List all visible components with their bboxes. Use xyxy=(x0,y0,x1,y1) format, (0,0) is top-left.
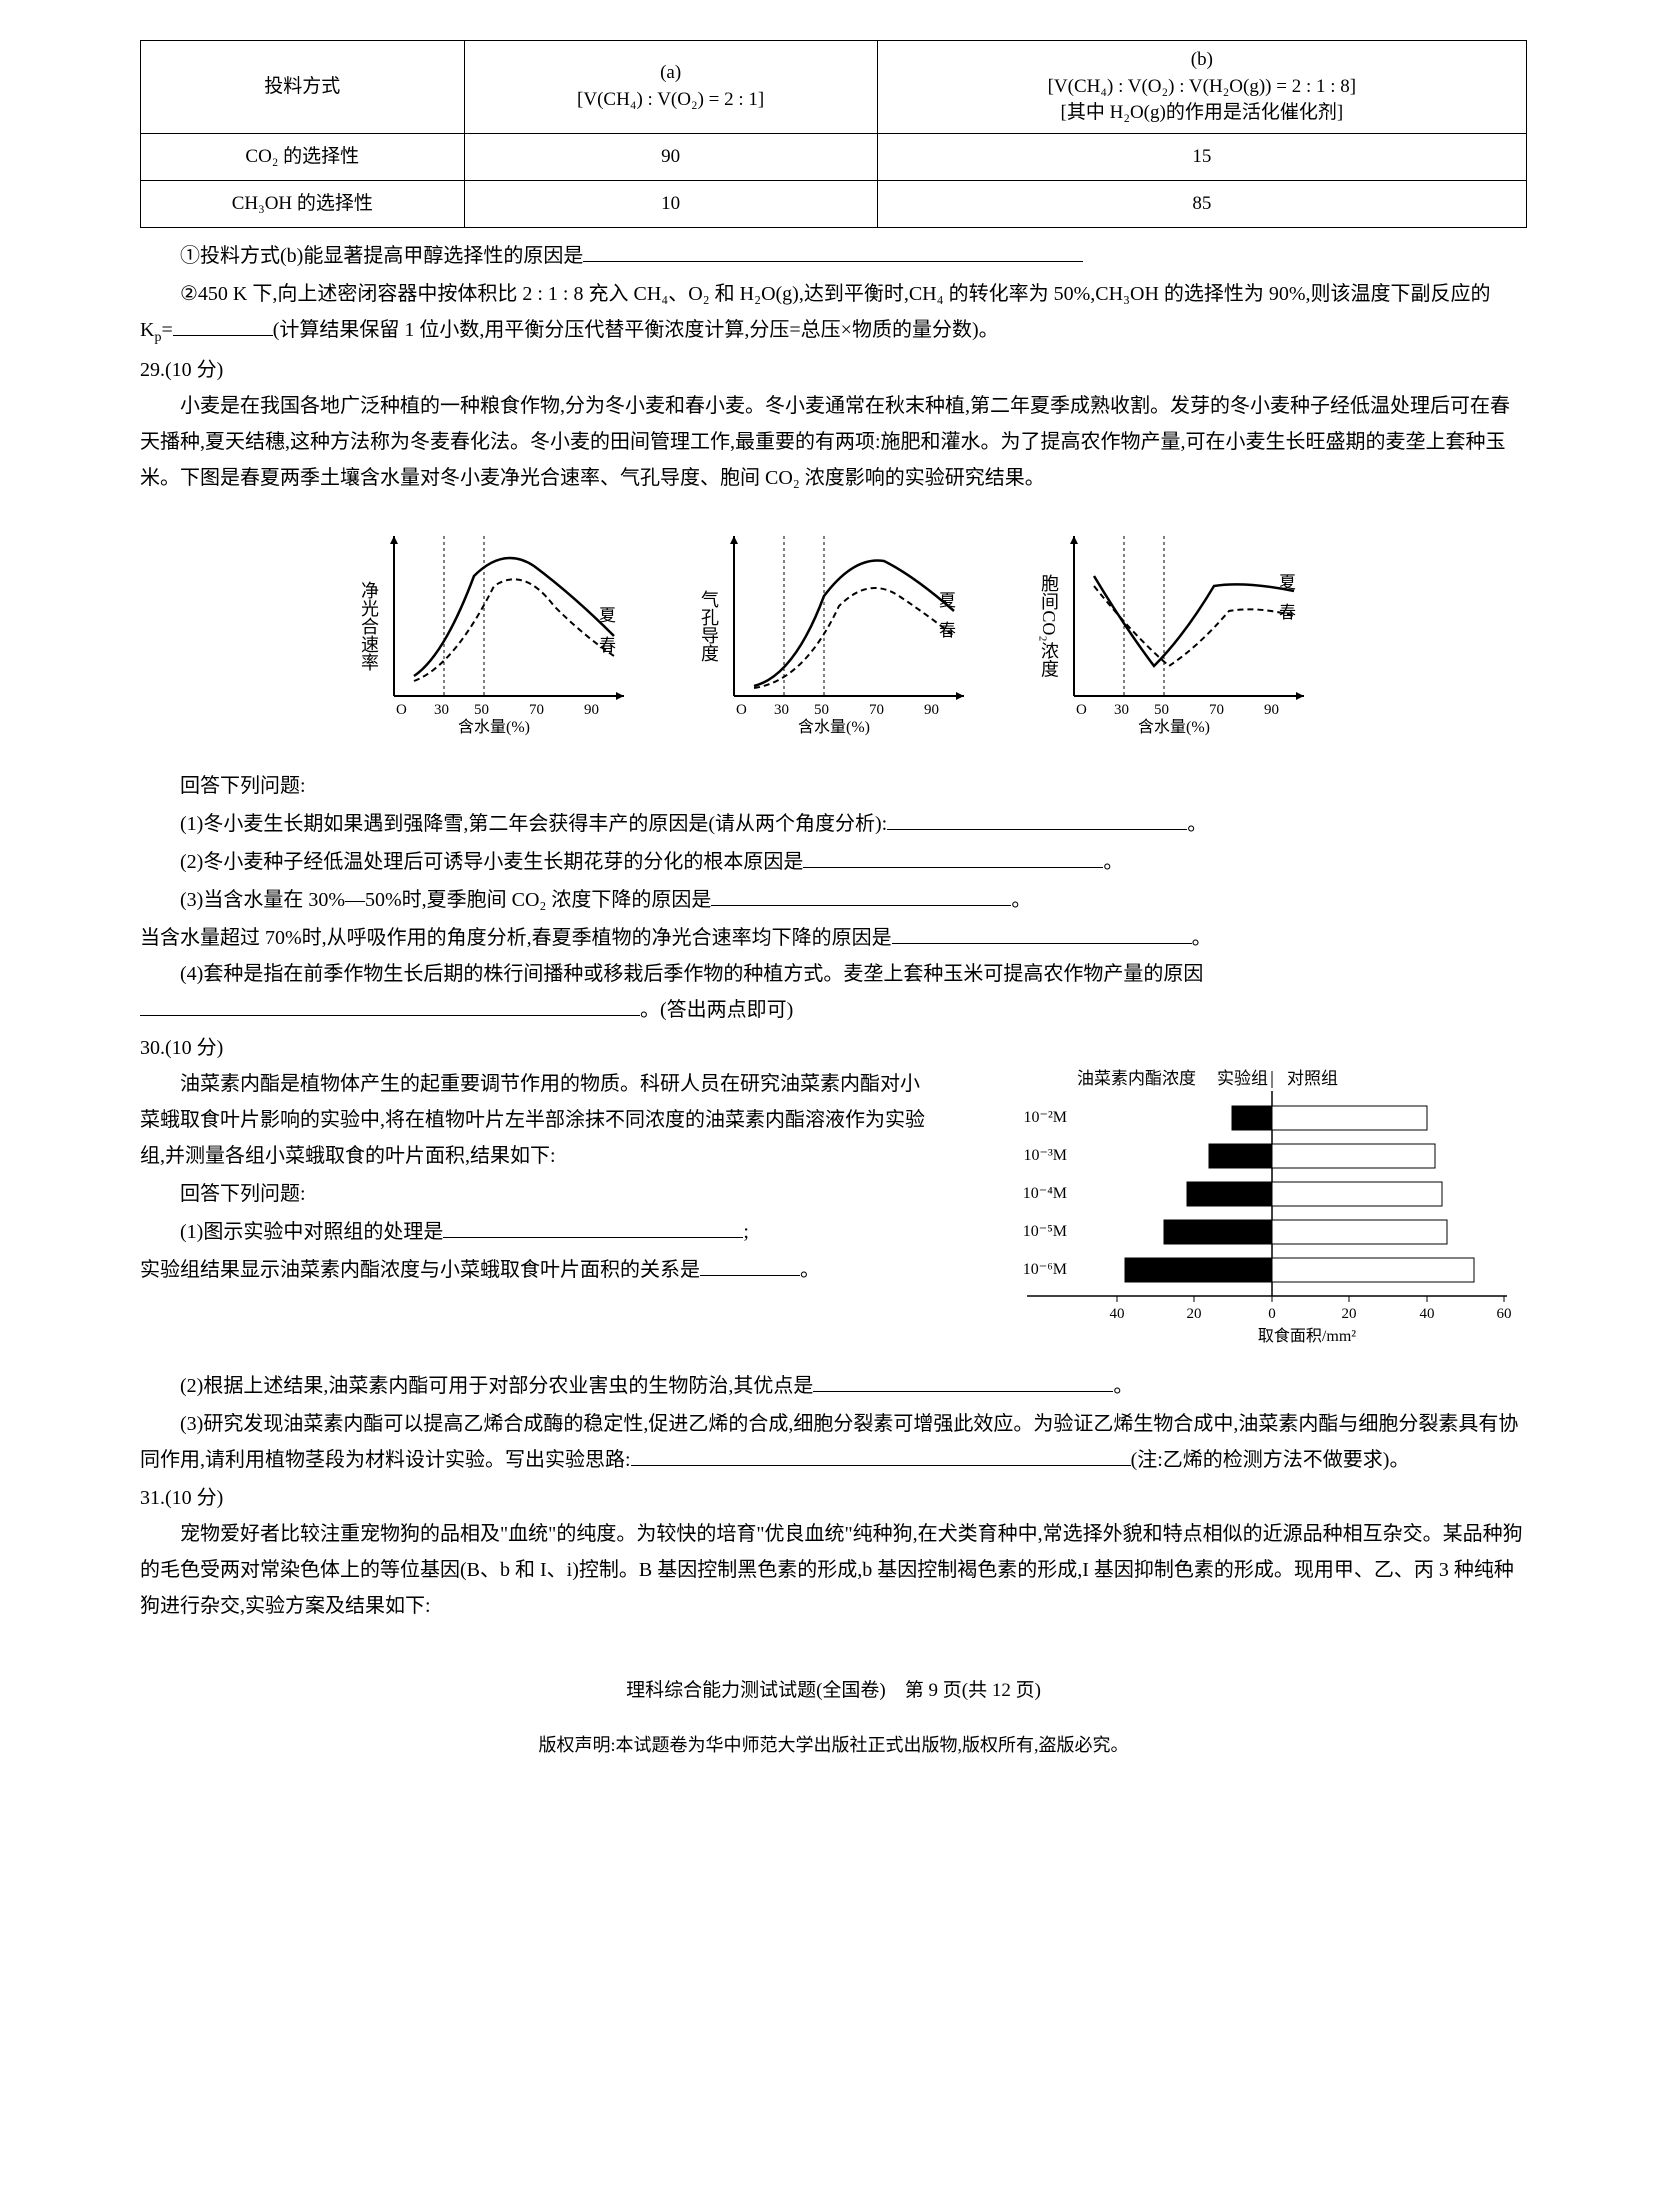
q30-number: 30.(10 分) xyxy=(140,1030,1527,1066)
bar-chart-svg: 油菜素内酯浓度 实验组 对照组 10⁻²M 10⁻³M 10⁻⁴M 10⁻⁵M xyxy=(947,1066,1527,1356)
svg-text:净光合速率: 净光合速率 xyxy=(359,581,379,671)
q30-prompt: 回答下列问题: xyxy=(140,1176,927,1212)
svg-text:70: 70 xyxy=(1209,702,1224,718)
svg-text:20: 20 xyxy=(1187,1306,1202,1322)
svg-text:10⁻³M: 10⁻³M xyxy=(1024,1147,1067,1164)
svg-text:O: O xyxy=(396,702,407,718)
q29-sub3b: 当含水量超过 70%时,从呼吸作用的角度分析,春夏季植物的净光合速率均下降的原因… xyxy=(140,920,1527,956)
blank xyxy=(700,1256,800,1276)
graph-1: 净光合速率 O 30 50 70 90 含水量(%) 夏 春 xyxy=(344,516,644,748)
graphs-container: 净光合速率 O 30 50 70 90 含水量(%) 夏 春 气孔导度 O 30… xyxy=(140,516,1527,748)
q30-sub1a: (1)图示实验中对照组的处理是; xyxy=(140,1214,927,1250)
svg-text:夏: 夏 xyxy=(1279,573,1296,592)
svg-text:90: 90 xyxy=(924,702,939,718)
svg-text:90: 90 xyxy=(1264,702,1279,718)
table-row: CO₂ 的选择性 90 15 xyxy=(141,133,1527,180)
svg-text:50: 50 xyxy=(1154,702,1169,718)
svg-text:20: 20 xyxy=(1342,1306,1357,1322)
blank xyxy=(631,1446,1131,1466)
q1-line2: ②450 K 下,向上述密闭容器中按体积比 2 : 1 : 8 充入 CH₄、O… xyxy=(140,276,1527,350)
q29-sub3a: (3)当含水量在 30%—50%时,夏季胞间 CO₂ 浓度下降的原因是。 xyxy=(140,882,1527,918)
svg-text:10⁻²M: 10⁻²M xyxy=(1024,1109,1067,1126)
q29-sub2: (2)冬小麦种子经低温处理后可诱导小麦生长期花芽的分化的根本原因是。 xyxy=(140,844,1527,880)
q30-sub3: (3)研究发现油菜素内酯可以提高乙烯合成酶的稳定性,促进乙烯的合成,细胞分裂素可… xyxy=(140,1406,1527,1478)
svg-text:对照组: 对照组 xyxy=(1287,1069,1338,1088)
graph-2: 气孔导度 O 30 50 70 90 含水量(%) 夏 春 xyxy=(684,516,984,748)
svg-text:70: 70 xyxy=(869,702,884,718)
svg-text:春: 春 xyxy=(1279,603,1296,622)
q29-prompt: 回答下列问题: xyxy=(140,768,1527,804)
svg-text:O: O xyxy=(1076,702,1087,718)
svg-text:10⁻⁵M: 10⁻⁵M xyxy=(1023,1223,1067,1240)
q31-number: 31.(10 分) xyxy=(140,1480,1527,1516)
svg-text:10⁻⁴M: 10⁻⁴M xyxy=(1023,1185,1067,1202)
page-footer: 理科综合能力测试试题(全国卷) 第 9 页(共 12 页) xyxy=(140,1674,1527,1708)
graph-3-svg: 胞间CO₂浓度 O 30 50 70 90 含水量(%) 夏 春 xyxy=(1024,516,1324,736)
q30-sub2: (2)根据上述结果,油菜素内酯可用于对部分农业害虫的生物防治,其优点是。 xyxy=(140,1368,1527,1404)
blank xyxy=(813,1372,1113,1392)
svg-text:实验组: 实验组 xyxy=(1217,1069,1268,1088)
q30-intro: 油菜素内酯是植物体产生的起重要调节作用的物质。科研人员在研究油菜素内酯对小菜蛾取… xyxy=(140,1066,927,1174)
graph-3: 胞间CO₂浓度 O 30 50 70 90 含水量(%) 夏 春 xyxy=(1024,516,1324,748)
svg-text:60: 60 xyxy=(1497,1306,1512,1322)
svg-text:胞间CO₂浓度: 胞间CO₂浓度 xyxy=(1039,575,1059,678)
svg-text:40: 40 xyxy=(1420,1306,1435,1322)
q31-intro: 宠物爱好者比较注重宠物狗的品相及"血统"的纯度。为较快的培育"优良血统"纯种狗,… xyxy=(140,1516,1527,1624)
table-header-b: (b) [V(CH₄) : V(O₂) : V(H₂O(g)) = 2 : 1 … xyxy=(877,41,1526,134)
svg-text:油菜素内酯浓度: 油菜素内酯浓度 xyxy=(1077,1069,1196,1088)
svg-text:30: 30 xyxy=(1114,702,1129,718)
blank xyxy=(140,996,640,1016)
svg-text:90: 90 xyxy=(584,702,599,718)
blank xyxy=(173,316,273,336)
svg-text:含水量(%): 含水量(%) xyxy=(798,718,870,736)
blank xyxy=(443,1218,743,1238)
svg-text:70: 70 xyxy=(529,702,544,718)
q29-sub1: (1)冬小麦生长期如果遇到强降雪,第二年会获得丰产的原因是(请从两个角度分析):… xyxy=(140,806,1527,842)
bar-chart-container: 油菜素内酯浓度 实验组 对照组 10⁻²M 10⁻³M 10⁻⁴M 10⁻⁵M xyxy=(947,1066,1527,1368)
copyright-notice: 版权声明:本试题卷为华中师范大学出版社正式出版物,版权所有,盗版必究。 xyxy=(140,1729,1527,1761)
q29-number: 29.(10 分) xyxy=(140,352,1527,388)
blank xyxy=(583,242,1083,262)
svg-text:50: 50 xyxy=(814,702,829,718)
svg-text:取食面积/mm²: 取食面积/mm² xyxy=(1258,1327,1356,1345)
table-header-a: (a) [V(CH₄) : V(O₂) = 2 : 1] xyxy=(464,41,877,134)
data-table: 投料方式 (a) [V(CH₄) : V(O₂) = 2 : 1] (b) [V… xyxy=(140,40,1527,228)
svg-text:春: 春 xyxy=(599,636,616,655)
q1-line1: ①投料方式(b)能显著提高甲醇选择性的原因是 xyxy=(140,238,1527,274)
svg-text:夏: 夏 xyxy=(939,591,956,610)
svg-text:10⁻⁶M: 10⁻⁶M xyxy=(1023,1261,1067,1278)
svg-text:30: 30 xyxy=(434,702,449,718)
table-header-method: 投料方式 xyxy=(141,41,465,134)
svg-text:气孔导度: 气孔导度 xyxy=(699,590,719,662)
blank xyxy=(711,886,1011,906)
svg-text:40: 40 xyxy=(1110,1306,1125,1322)
table-row: CH₃OH 的选择性 10 85 xyxy=(141,180,1527,227)
svg-text:含水量(%): 含水量(%) xyxy=(1138,718,1210,736)
svg-text:含水量(%): 含水量(%) xyxy=(458,718,530,736)
q29-intro: 小麦是在我国各地广泛种植的一种粮食作物,分为冬小麦和春小麦。冬小麦通常在秋末种植… xyxy=(140,388,1527,496)
svg-text:夏: 夏 xyxy=(599,606,616,625)
q29-sub4: (4)套种是指在前季作物生长后期的株行间播种或移栽后季作物的种植方式。麦垄上套种… xyxy=(140,956,1527,1028)
q30-sub1c: 实验组结果显示油菜素内酯浓度与小菜蛾取食叶片面积的关系是。 xyxy=(140,1252,927,1288)
svg-text:0: 0 xyxy=(1268,1306,1276,1322)
q30-two-column: 油菜素内酯是植物体产生的起重要调节作用的物质。科研人员在研究油菜素内酯对小菜蛾取… xyxy=(140,1066,1527,1368)
blank xyxy=(892,924,1192,944)
svg-text:30: 30 xyxy=(774,702,789,718)
blank xyxy=(803,848,1103,868)
svg-text:O: O xyxy=(736,702,747,718)
svg-text:50: 50 xyxy=(474,702,489,718)
svg-text:春: 春 xyxy=(939,621,956,640)
graph-2-svg: 气孔导度 O 30 50 70 90 含水量(%) 夏 春 xyxy=(684,516,984,736)
blank xyxy=(887,810,1187,830)
graph-1-svg: 净光合速率 O 30 50 70 90 含水量(%) 夏 春 xyxy=(344,516,644,736)
